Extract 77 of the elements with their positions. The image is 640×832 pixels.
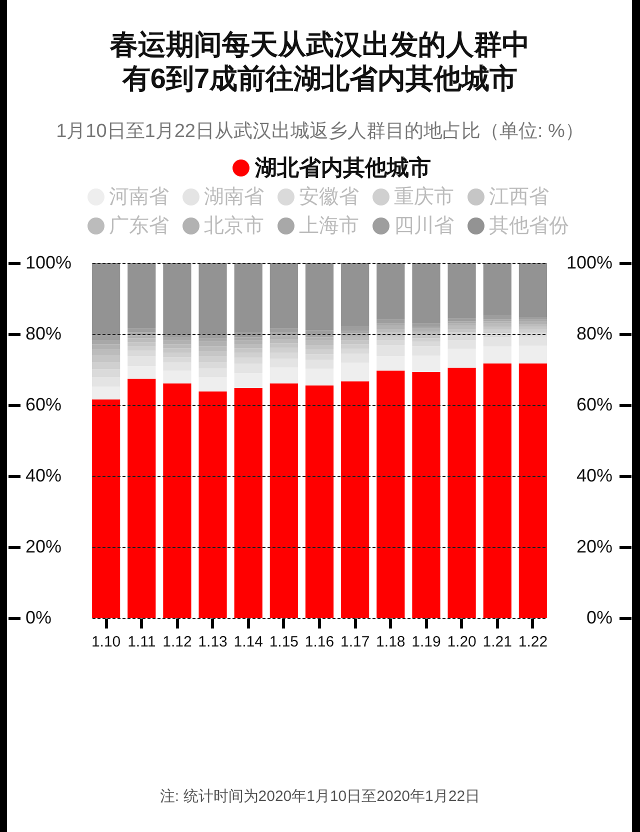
y2-tick-label: 100% — [566, 252, 612, 272]
bar — [376, 370, 405, 618]
bar — [483, 330, 512, 334]
bar — [341, 263, 370, 327]
bar — [305, 263, 334, 330]
y-tick-label: 40% — [26, 466, 62, 486]
bar — [341, 381, 370, 618]
x-tick-label: 1.16 — [304, 634, 334, 650]
x-tick-label: 1.14 — [234, 634, 263, 650]
bar — [483, 263, 512, 316]
bar — [341, 330, 370, 334]
bar — [305, 385, 334, 618]
x-tick-label: 1.17 — [340, 634, 370, 650]
y2-tick-label: 0% — [586, 608, 612, 628]
legend-label: 广东省 — [109, 215, 169, 237]
bar — [341, 336, 370, 340]
legend-label: 江西省 — [489, 186, 549, 208]
y2-tick-label: 80% — [576, 324, 612, 344]
bar — [305, 340, 334, 346]
bar — [234, 263, 262, 333]
x-tick-label: 1.10 — [91, 634, 121, 650]
legend-label: 安徽省 — [299, 186, 359, 208]
bar — [448, 332, 476, 336]
bar — [128, 342, 156, 346]
y-tick-label: 80% — [26, 324, 62, 344]
legend-label: 湖南省 — [204, 186, 264, 208]
bar — [518, 330, 547, 333]
bar — [234, 388, 262, 618]
legend-label: 湖北省内其他城市 — [254, 155, 431, 180]
y2-tick-label: 60% — [576, 394, 612, 414]
y2-tick-label: 40% — [576, 466, 612, 486]
bar — [518, 363, 547, 618]
x-tick-label: 1.13 — [198, 634, 228, 650]
bar — [518, 263, 547, 317]
bar — [376, 329, 405, 333]
bar — [341, 340, 370, 344]
bar — [128, 263, 156, 328]
bar — [163, 383, 192, 618]
x-tick-label: 1.22 — [518, 634, 548, 650]
chart-subtitle: 1月10日至1月22日从武汉出城返乡人群目的地占比（单位: %） — [55, 120, 585, 144]
x-tick-label: 1.19 — [412, 634, 441, 650]
legend-label: 四川省 — [394, 215, 454, 237]
bar — [163, 263, 192, 334]
y-tick-label: 100% — [26, 252, 72, 272]
legend-label: 河南省 — [109, 186, 169, 208]
bar — [270, 335, 298, 339]
bar — [92, 399, 120, 618]
x-tick-label: 1.11 — [128, 634, 156, 650]
y-tick-label: 0% — [26, 608, 52, 628]
bar — [412, 334, 440, 338]
bar — [198, 392, 227, 618]
bar — [448, 368, 476, 618]
x-tick-label: 1.21 — [482, 634, 512, 650]
x-tick-label: 1.15 — [269, 634, 299, 650]
legend-label: 重庆市 — [394, 186, 454, 208]
bar — [412, 372, 440, 618]
bar — [412, 263, 440, 324]
legend-label: 北京市 — [204, 215, 264, 237]
y-tick-label: 20% — [26, 536, 62, 556]
x-tick-label: 1.18 — [376, 634, 406, 650]
bar — [163, 344, 192, 348]
text: 注: 统计时间为2020年1月10日至2020年1月22日 — [158, 787, 482, 807]
bar — [448, 329, 476, 332]
y-tick-label: 60% — [26, 394, 62, 414]
bar — [376, 263, 405, 320]
bar — [128, 335, 156, 338]
bar — [448, 263, 476, 318]
legend-label: 上海市 — [299, 215, 359, 237]
chart-title: 春运期间每天从武汉出发的人群中有6到7成前往湖北省内其他城市 — [108, 28, 531, 96]
x-tick-label: 1.20 — [447, 634, 476, 650]
x-tick-label: 1.12 — [162, 634, 192, 650]
bar — [128, 378, 156, 618]
y2-tick-label: 20% — [576, 536, 612, 556]
legend-label: 其他省份 — [489, 215, 569, 237]
bar — [270, 263, 298, 328]
bar — [483, 363, 512, 618]
bar — [270, 383, 298, 618]
